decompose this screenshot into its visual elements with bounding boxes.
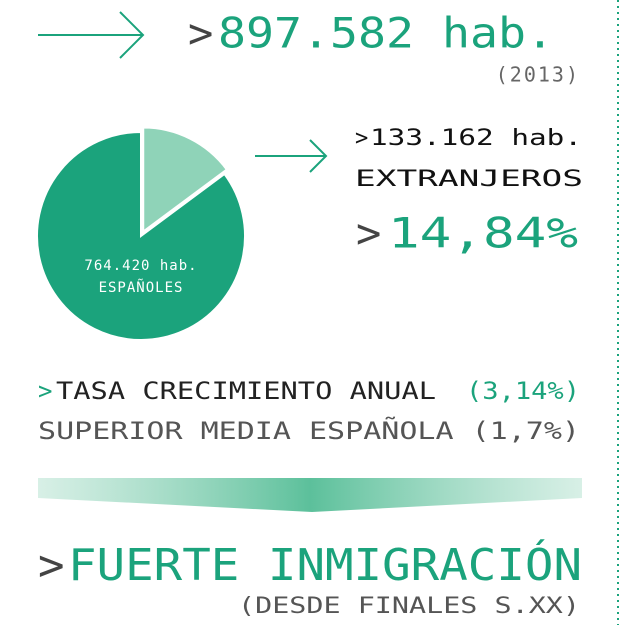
growth-mark: > — [38, 377, 52, 405]
arrow — [38, 11, 145, 59]
conclusion-text: FUERTE INMIGRACIÓN — [68, 538, 582, 591]
slice-category-label: ESPAÑOLES — [99, 279, 184, 296]
conclusion-note: (DESDE FINALES S.XX) — [238, 594, 580, 619]
pie-slice — [142, 126, 229, 234]
share-mark: > — [356, 209, 381, 258]
headline-year: (2013) — [496, 63, 580, 87]
pie-slice — [36, 130, 246, 341]
growth-comparison: SUPERIOR MEDIA ESPAÑOLA (1,7%) — [38, 415, 580, 445]
foreign-value: 133.162 hab. — [370, 126, 582, 151]
headline-mark: > — [188, 9, 213, 58]
conclusion-mark: > — [38, 540, 65, 591]
foreign-label: EXTRANJEROS — [355, 167, 583, 192]
down-band — [38, 478, 582, 512]
foreign-mark: > — [355, 126, 368, 151]
growth-rate: (3,14%) — [466, 377, 580, 405]
pie: 764.420 hab. ESPAÑOLES — [36, 126, 246, 341]
arrow — [255, 139, 328, 173]
headline-value: 897.582 hab. — [218, 9, 554, 58]
share-value: 14,84% — [388, 209, 578, 258]
growth-text: TASA CRECIMIENTO ANUAL — [56, 377, 436, 405]
slice-value-label: 764.420 hab. — [84, 258, 197, 274]
